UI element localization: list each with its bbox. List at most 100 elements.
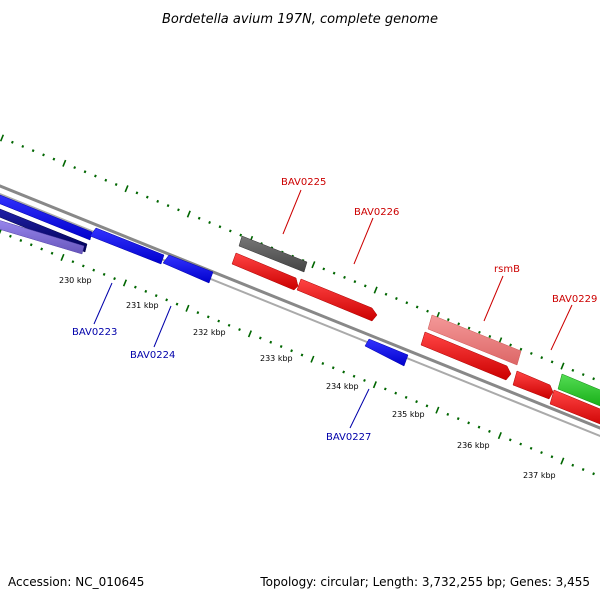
gene-label-bav0223[interactable]: BAV0223	[72, 327, 117, 338]
inner-tick-16	[165, 298, 168, 302]
inner-tick-38	[394, 391, 398, 395]
inner-tick-18	[185, 304, 190, 312]
outer-tick-52	[540, 356, 544, 360]
outer-tick-49	[509, 343, 512, 347]
outer-tick-19	[197, 216, 201, 220]
ruler-label-233: 233 kbp	[260, 354, 293, 363]
ruler-labels: 230 kbp 231 kbp 232 kbp 233 kbp 234 kbp …	[59, 276, 556, 480]
leader-line-bav0224	[153, 305, 172, 348]
inner-tick-1	[9, 234, 12, 238]
outer-tick-46	[478, 330, 481, 334]
outer-tick-34	[353, 280, 357, 284]
outer-tick-36	[373, 286, 378, 294]
gene-feature-bav0227[interactable]	[364, 338, 409, 367]
outer-tick-0	[0, 134, 5, 142]
inner-tick-4	[40, 247, 44, 251]
inner-tick-57	[592, 472, 595, 476]
gene-feature-bav0229[interactable]	[512, 370, 554, 400]
outer-tick-41	[426, 309, 429, 313]
inner-tick-6	[60, 253, 65, 261]
inner-tick-2	[19, 238, 23, 242]
gene-label-bav0225[interactable]: BAV0225	[281, 177, 326, 188]
gene-label-rsmb[interactable]: rsmB	[494, 264, 520, 275]
gene-feature-blue-1[interactable]	[0, 193, 93, 241]
inner-tick-37	[383, 387, 387, 391]
leader-line-bav0223	[93, 282, 113, 325]
gene-feature-rsmb[interactable]	[427, 314, 522, 366]
outer-tick-33	[343, 275, 346, 279]
inner-tick-53	[550, 455, 554, 459]
outer-tick-45	[467, 326, 471, 330]
inner-tick-3	[29, 243, 33, 247]
ruler-label-234: 234 kbp	[326, 382, 359, 391]
inner-tick-23	[238, 328, 241, 332]
outer-tick-35	[363, 284, 367, 288]
inner-tick-41	[425, 404, 429, 408]
outer-tick-21	[218, 225, 222, 229]
leader-line-bav0229	[550, 304, 573, 351]
inner-tick-47	[488, 429, 491, 433]
ruler-label-232: 232 kbp	[193, 328, 226, 337]
gene-label-bav0227[interactable]: BAV0227	[326, 432, 371, 443]
gene-label-bav0226[interactable]: BAV0226	[354, 207, 399, 218]
inner-tick-55	[571, 463, 575, 467]
inner-tick-44	[456, 417, 460, 421]
gene-feature-bav0224[interactable]	[162, 254, 214, 284]
outer-tick-9	[94, 174, 97, 178]
gene-feature-bav0225[interactable]	[238, 235, 308, 273]
outer-tick-32	[332, 271, 336, 275]
inner-tick-14	[144, 289, 148, 293]
leader-line-bav0227	[349, 388, 370, 429]
inner-tick-26	[269, 340, 273, 344]
outer-tick-37	[384, 292, 388, 296]
leader-line-rsmb	[483, 275, 504, 322]
inner-tick-13	[134, 285, 137, 289]
gene-feature-lilac[interactable]	[0, 219, 85, 255]
backbone-outer-line	[0, 184, 600, 430]
inner-tick-48	[497, 432, 502, 440]
gene-features	[0, 193, 600, 428]
inner-tick-56	[581, 468, 585, 472]
gene-label-bav0224[interactable]: BAV0224	[130, 350, 175, 361]
inner-tick-28	[290, 349, 293, 353]
inner-tick-20	[206, 315, 210, 319]
inner-tick-11	[113, 277, 116, 281]
outer-tick-11	[114, 182, 118, 186]
inner-tick-39	[404, 395, 408, 399]
inner-tick-10	[102, 272, 106, 276]
gene-feature-bav0226[interactable]	[296, 278, 378, 322]
outer-tick-15	[156, 199, 160, 203]
outer-tick-1	[11, 140, 14, 144]
gene-feature-green[interactable]	[557, 373, 600, 410]
gene-feature-red-1[interactable]	[231, 252, 299, 291]
outer-tick-2	[21, 144, 25, 148]
inner-tick-42	[435, 406, 440, 414]
inner-tick-27	[279, 345, 283, 349]
reverse-gene-labels: BAV0223 BAV0224 BAV0227	[72, 282, 371, 443]
ruler-label-237: 237 kbp	[523, 471, 556, 480]
outer-tick-56	[581, 373, 585, 377]
gene-label-bav0229[interactable]: BAV0229	[552, 294, 597, 305]
inner-tick-52	[540, 451, 543, 455]
gene-feature-red-3[interactable]	[549, 389, 600, 428]
inner-tick-19	[196, 311, 200, 315]
gene-feature-red-2[interactable]	[420, 331, 512, 381]
outer-tick-5	[52, 157, 56, 161]
gene-feature-bav0223[interactable]	[89, 227, 165, 265]
outer-tick-44	[457, 322, 461, 326]
outer-tick-17	[177, 208, 180, 212]
inner-tick-29	[300, 353, 304, 357]
outer-tick-55	[571, 368, 575, 372]
ruler-label-235: 235 kbp	[392, 410, 425, 419]
genome-summary-text: Topology: circular; Length: 3,732,255 bp…	[259, 575, 590, 589]
accession-text: Accession: NC_010645	[8, 575, 144, 589]
outer-tick-10	[104, 178, 108, 182]
inner-tick-49	[508, 438, 512, 442]
outer-tick-18	[186, 210, 191, 218]
inner-tick-35	[363, 378, 366, 382]
inner-tick-30	[310, 355, 315, 363]
outer-tick-57	[592, 377, 595, 381]
outer-tick-53	[550, 360, 554, 364]
outer-tick-22	[228, 229, 232, 233]
